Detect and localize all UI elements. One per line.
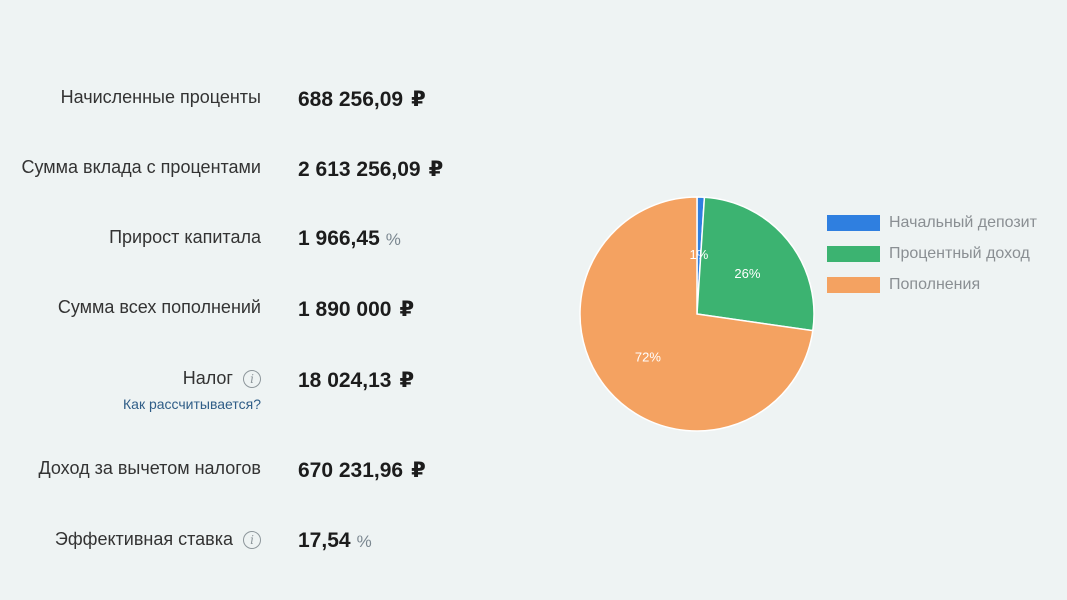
pie-slice-2[interactable] (696, 196, 815, 332)
pie-slice-label-3: 72% (635, 350, 661, 365)
result-row-total-deposits: Сумма всех пополнений 1 890 000 ₽ (0, 297, 560, 341)
total-deposits-label: Сумма всех пополнений (57, 297, 261, 317)
chart-legend: Начальный депозит Процентный доход Пополне… (827, 207, 1037, 300)
legend-label: Пополнения (889, 275, 981, 293)
currency-unit: ₽ (411, 459, 426, 482)
tax-calculation-link[interactable]: Как рассчитывается? (123, 396, 261, 412)
percent-unit: % (385, 230, 401, 249)
result-row-effective-rate: Эффективная ставка i 17,54% (0, 529, 560, 573)
capital-growth-label: Прирост капитала (109, 227, 261, 247)
info-icon[interactable]: i (243, 369, 261, 388)
currency-unit: ₽ (428, 158, 444, 181)
currency-unit: ₽ (411, 88, 426, 111)
legend-label: Процентный доход (889, 244, 1030, 262)
result-row-accrued-interest: Начисленные проценты 688 256,09 ₽ (0, 87, 560, 131)
effective-rate-value: 17,54% (298, 529, 372, 552)
result-row-net-income: Доход за вычетом налогов 670 231,96 ₽ (0, 458, 560, 502)
pie-slice-label-1: 1% (690, 247, 709, 262)
accrued-interest-value: 688 256,09 ₽ (298, 88, 426, 111)
legend-item-1[interactable]: Начальный депозит (827, 207, 1037, 238)
net-income-value: 670 231,96 ₽ (298, 459, 426, 482)
currency-unit: ₽ (399, 298, 415, 321)
legend-swatch (827, 245, 880, 262)
percent-unit: % (356, 532, 372, 551)
pie-slice-label-2: 26% (734, 266, 760, 281)
currency-unit: ₽ (399, 369, 415, 392)
tax-label: Налог i (183, 368, 261, 389)
total-with-interest-value: 2 613 256,09 ₽ (298, 158, 444, 181)
pie-chart: 1% 26% 72% (579, 196, 815, 432)
info-icon[interactable]: i (243, 530, 261, 549)
legend-swatch (827, 276, 880, 293)
capital-growth-value: 1 966,45% (298, 227, 401, 250)
accrued-interest-label: Начисленные проценты (60, 87, 261, 107)
net-income-label: Доход за вычетом налогов (38, 458, 261, 478)
deposit-structure-chart: 1% 26% 72% Начальный депозит Процентный дох… (570, 180, 1067, 450)
legend-item-3[interactable]: Пополнения (827, 269, 1037, 300)
result-row-tax: Налог i Как рассчитывается? 18 024,13 ₽ (0, 368, 560, 428)
legend-item-2[interactable]: Процентный доход (827, 238, 1037, 269)
result-row-capital-growth: Прирост капитала 1 966,45% (0, 227, 560, 271)
pie-slice-3[interactable] (579, 196, 814, 432)
legend-swatch (827, 214, 880, 231)
total-with-interest-label: Сумма вклада с процентами (21, 157, 261, 177)
result-row-total-with-interest: Сумма вклада с процентами 2 613 256,09 ₽ (0, 157, 560, 201)
tax-value: 18 024,13 ₽ (298, 369, 415, 392)
effective-rate-label: Эффективная ставка i (55, 529, 261, 550)
total-deposits-value: 1 890 000 ₽ (298, 298, 415, 321)
legend-label: Начальный депозит (889, 213, 1037, 231)
results-panel: Начисленные проценты 688 256,09 ₽ Сумма в… (0, 87, 560, 573)
